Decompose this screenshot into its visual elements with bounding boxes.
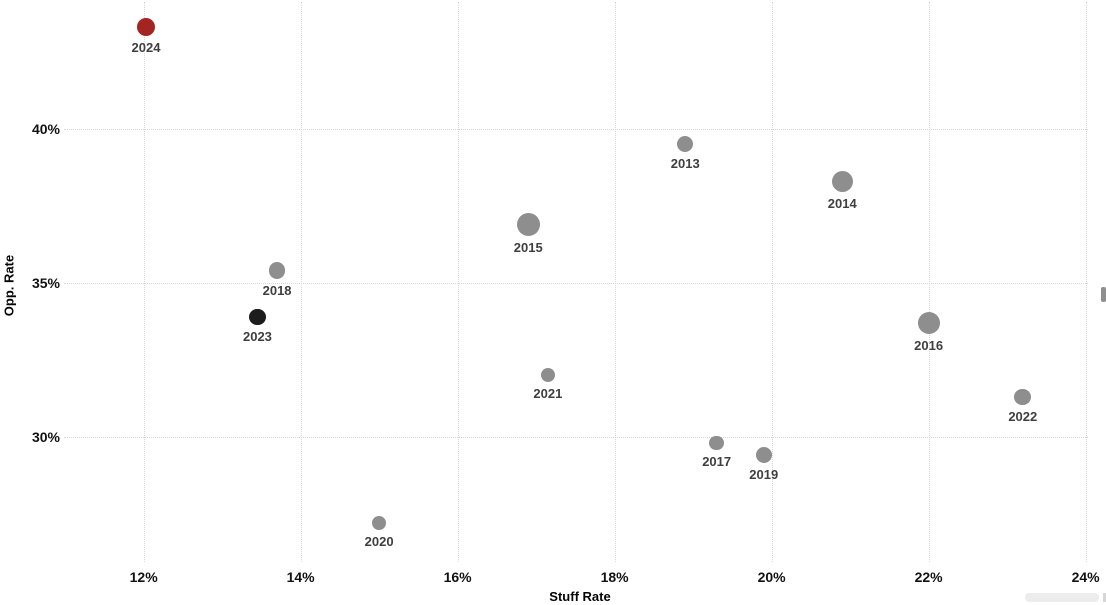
data-point-label-2017: 2017 — [702, 454, 732, 470]
data-point-2014[interactable] — [831, 170, 853, 192]
data-point-2021[interactable] — [540, 368, 555, 383]
data-point-label-2021: 2021 — [533, 386, 563, 402]
data-point-2019[interactable] — [755, 447, 772, 464]
data-point-2013[interactable] — [677, 136, 694, 153]
data-point-2023[interactable] — [249, 308, 266, 326]
data-point-2015[interactable] — [516, 212, 540, 236]
data-point-2018[interactable] — [268, 262, 286, 279]
x-tick-label: 18% — [600, 569, 629, 585]
y-gridline — [64, 282, 1088, 284]
x-tick-label: 20% — [757, 569, 786, 585]
x-gridline — [614, 2, 616, 562]
data-point-label-2019: 2019 — [749, 467, 779, 483]
data-point-label-2013: 2013 — [670, 156, 700, 172]
vertical-scrollbar-thumb[interactable] — [1101, 287, 1106, 302]
x-gridline — [1085, 2, 1087, 562]
horizontal-scrollbar[interactable] — [1025, 593, 1099, 602]
x-tick-label: 14% — [286, 569, 315, 585]
x-tick-label: 16% — [443, 569, 472, 585]
data-point-label-2020: 2020 — [364, 534, 394, 550]
data-point-label-2015: 2015 — [513, 239, 543, 255]
x-tick-label: 24% — [1071, 569, 1100, 585]
x-gridline — [928, 2, 930, 562]
x-gridline — [771, 2, 773, 562]
data-point-label-2016: 2016 — [914, 337, 944, 353]
data-point-label-2024: 2024 — [131, 40, 161, 56]
data-point-label-2014: 2014 — [827, 195, 857, 211]
data-point-2020[interactable] — [372, 516, 387, 531]
data-point-2017[interactable] — [709, 435, 724, 451]
data-point-2022[interactable] — [1014, 388, 1032, 406]
x-axis-title: Stuff Rate — [549, 589, 611, 604]
data-point-label-2022: 2022 — [1008, 409, 1038, 425]
data-point-2016[interactable] — [917, 311, 940, 334]
y-axis-title: Opp. Rate — [1, 254, 17, 317]
x-gridline — [457, 2, 459, 562]
x-gridline — [300, 2, 302, 562]
y-gridline — [64, 129, 1088, 130]
x-tick-label: 12% — [129, 569, 158, 585]
y-gridline — [64, 436, 1088, 438]
x-gridline — [143, 2, 145, 562]
y-tick-label: 35% — [31, 274, 60, 291]
y-tick-label: 30% — [31, 428, 60, 445]
data-point-label-2018: 2018 — [262, 282, 292, 298]
x-tick-label: 22% — [914, 569, 943, 585]
scatter-plot-area: 12% 14% 16% 18% 20% 22% 24% 30% 35% 40% 2013 2014 20… — [31, 2, 1100, 585]
y-tick-label: 40% — [31, 121, 60, 137]
data-point-2024[interactable] — [137, 18, 155, 37]
horizontal-scrollbar-end[interactable] — [1103, 593, 1106, 602]
data-point-label-2023: 2023 — [242, 329, 272, 345]
